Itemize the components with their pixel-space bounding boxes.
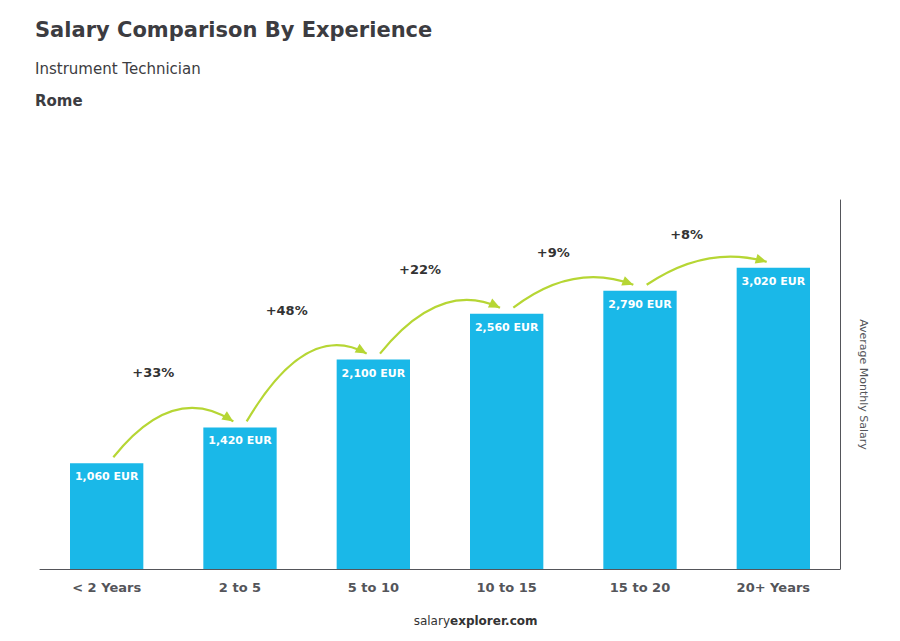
svg-text:1,420 EUR: 1,420 EUR (208, 434, 272, 447)
svg-text:explorer.com: explorer.com (450, 614, 538, 628)
svg-text:2,790 EUR: 2,790 EUR (608, 298, 672, 311)
svg-text:2,100 EUR: 2,100 EUR (342, 367, 406, 380)
svg-text:20+ Years: 20+ Years (737, 580, 811, 595)
svg-text:15 to 20: 15 to 20 (610, 580, 670, 595)
svg-text:salary: salary (414, 614, 450, 628)
svg-text:3,020 EUR: 3,020 EUR (742, 275, 806, 288)
svg-text:< 2 Years: < 2 Years (72, 580, 141, 595)
svg-text:2,560 EUR: 2,560 EUR (475, 321, 539, 334)
svg-text:Salary Comparison By Experienc: Salary Comparison By Experience (35, 18, 432, 42)
svg-text:+22%: +22% (399, 262, 441, 277)
svg-text:Instrument Technician: Instrument Technician (35, 60, 201, 78)
svg-text:2 to 5: 2 to 5 (219, 580, 261, 595)
svg-text:+33%: +33% (132, 365, 174, 380)
svg-text:10 to 15: 10 to 15 (476, 580, 536, 595)
svg-text:+9%: +9% (537, 245, 570, 260)
svg-text:5 to 10: 5 to 10 (348, 580, 399, 595)
svg-text:+48%: +48% (266, 303, 308, 318)
svg-text:Average Monthly Salary: Average Monthly Salary (857, 319, 870, 450)
svg-text:+8%: +8% (670, 227, 703, 242)
svg-text:1,060 EUR: 1,060 EUR (75, 470, 139, 483)
svg-text:Rome: Rome (35, 92, 83, 110)
